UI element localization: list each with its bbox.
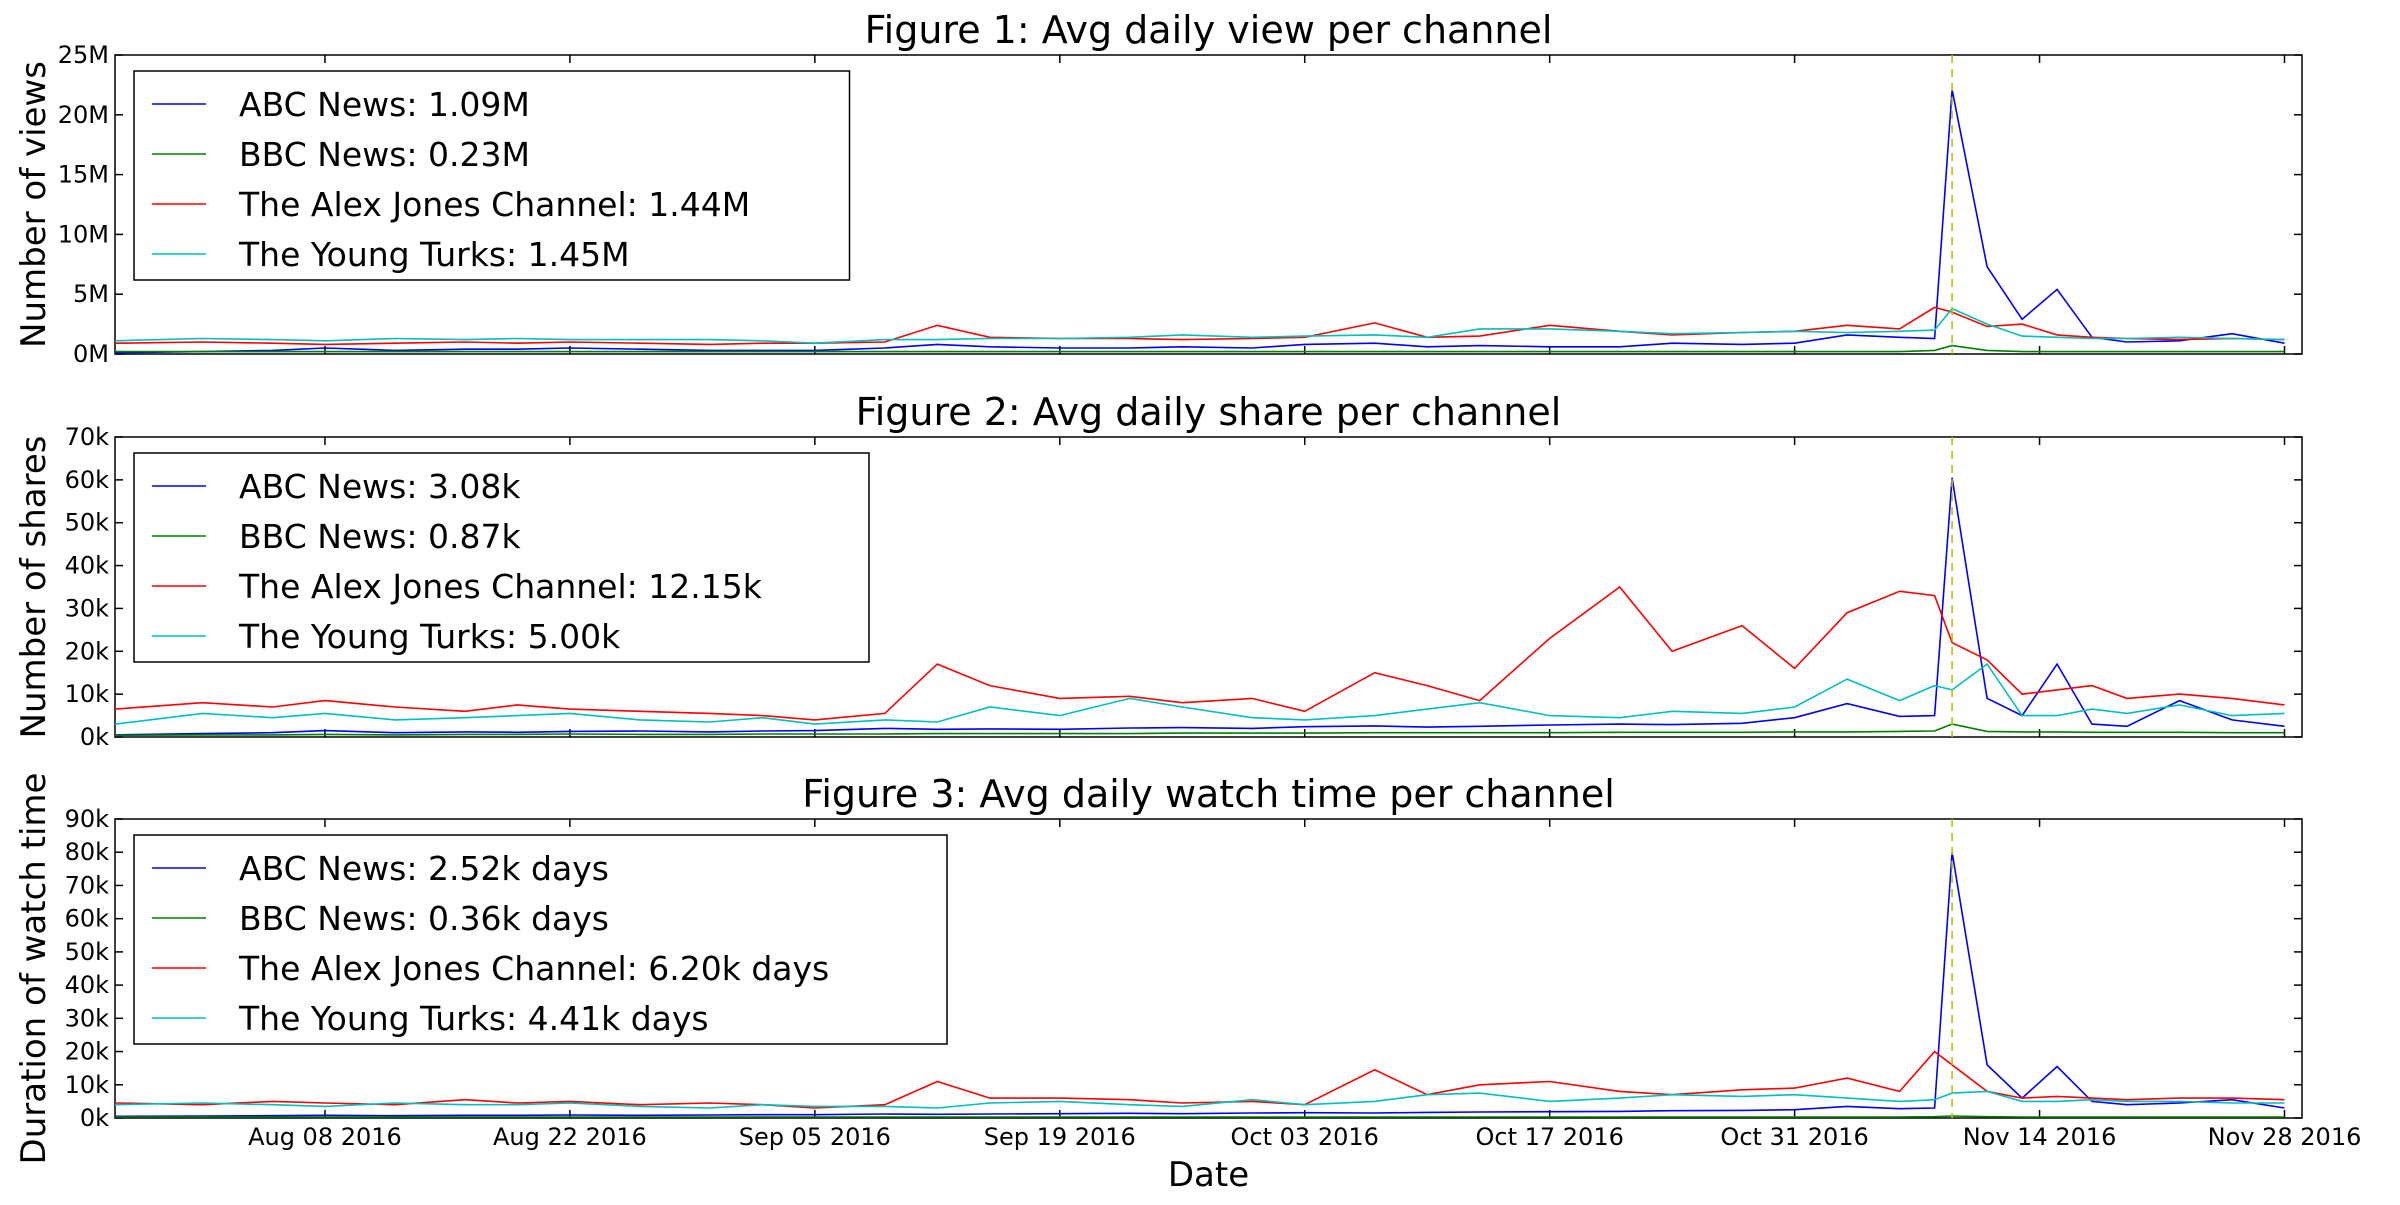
y-tick-label: 30k (65, 1004, 110, 1032)
series-line (114, 1050, 2285, 1109)
series-line (115, 1115, 2285, 1118)
legend-label: ABC News: 1.09M (239, 85, 530, 124)
legend-label: BBC News: 0.87k (239, 517, 521, 556)
legend-label: ABC News: 3.08k (239, 467, 521, 506)
chart-title: Figure 2: Avg daily share per channel (856, 390, 1562, 434)
y-tick-label: 10k (65, 680, 110, 708)
y-tick-label: 20k (65, 1038, 110, 1066)
chart-title: Figure 1: Avg daily view per channel (865, 8, 1553, 52)
y-tick-label: 15M (58, 161, 109, 189)
legend-label: BBC News: 0.23M (239, 135, 530, 174)
y-axis-label: Duration of watch time (14, 773, 54, 1165)
legend-box (133, 452, 870, 663)
y-tick-label: 10k (65, 1071, 110, 1099)
y-tick-label: 10M (58, 220, 109, 248)
x-tick-label: Oct 03 2016 (1231, 1123, 1379, 1151)
y-tick-label: 5M (73, 280, 109, 308)
series-line (114, 723, 2285, 737)
legend-label: BBC News: 0.36k days (239, 899, 609, 938)
series-line (114, 662, 2285, 725)
x-tick-label: Nov 28 2016 (2208, 1123, 2362, 1151)
y-tick-label: 40k (65, 552, 110, 580)
y-axis-label: Number of views (14, 61, 54, 348)
y-tick-label: 60k (65, 905, 110, 933)
legend-label: The Alex Jones Channel: 12.15k (238, 567, 763, 606)
series-line (114, 307, 2285, 345)
y-tick-label: 70k (65, 871, 110, 899)
x-tick-label: Oct 31 2016 (1720, 1123, 1868, 1151)
y-tick-label: 30k (65, 594, 110, 622)
x-axis-label: Date (1168, 1155, 1249, 1195)
series-line (114, 585, 2285, 721)
legend-label: The Young Turks: 1.45M (238, 235, 630, 274)
legend-label: The Young Turks: 4.41k days (238, 999, 709, 1038)
y-tick-label: 0k (80, 1104, 109, 1132)
series-line (114, 477, 2285, 736)
x-tick-label: Aug 22 2016 (493, 1123, 647, 1151)
legend-box (133, 834, 948, 1045)
legend-label: The Young Turks: 5.00k (238, 617, 621, 656)
y-tick-label: 70k (65, 423, 110, 451)
x-tick-label: Aug 08 2016 (248, 1123, 402, 1151)
series-line (114, 306, 2285, 346)
y-tick-label: 60k (65, 466, 110, 494)
y-tick-label: 20k (65, 637, 110, 665)
y-tick-label: 20M (58, 101, 109, 129)
x-tick-label: Sep 19 2016 (984, 1123, 1136, 1151)
y-tick-label: 50k (65, 938, 110, 966)
legend-label: The Alex Jones Channel: 6.20k days (238, 949, 829, 988)
y-tick-label: 40k (65, 971, 110, 999)
series-line (114, 852, 2285, 1118)
series-line (114, 89, 2285, 354)
legend-box (133, 70, 851, 281)
y-tick-label: 50k (65, 509, 110, 537)
x-tick-label: Oct 17 2016 (1475, 1123, 1623, 1151)
legend-label: The Alex Jones Channel: 1.44M (238, 185, 750, 224)
x-tick-label: Nov 14 2016 (1963, 1123, 2117, 1151)
y-tick-label: 90k (65, 805, 110, 833)
y-tick-label: 80k (65, 838, 110, 866)
y-axis-label: Number of shares (14, 436, 54, 739)
series-line (115, 344, 2285, 353)
chart-title: Figure 3: Avg daily watch time per chann… (802, 772, 1615, 816)
y-tick-label: 0k (80, 723, 109, 751)
series-line (114, 1090, 2285, 1109)
y-tick-label: 0M (73, 340, 109, 368)
x-tick-label: Sep 05 2016 (739, 1123, 891, 1151)
y-tick-label: 25M (58, 41, 109, 69)
legend-label: ABC News: 2.52k days (239, 849, 609, 888)
